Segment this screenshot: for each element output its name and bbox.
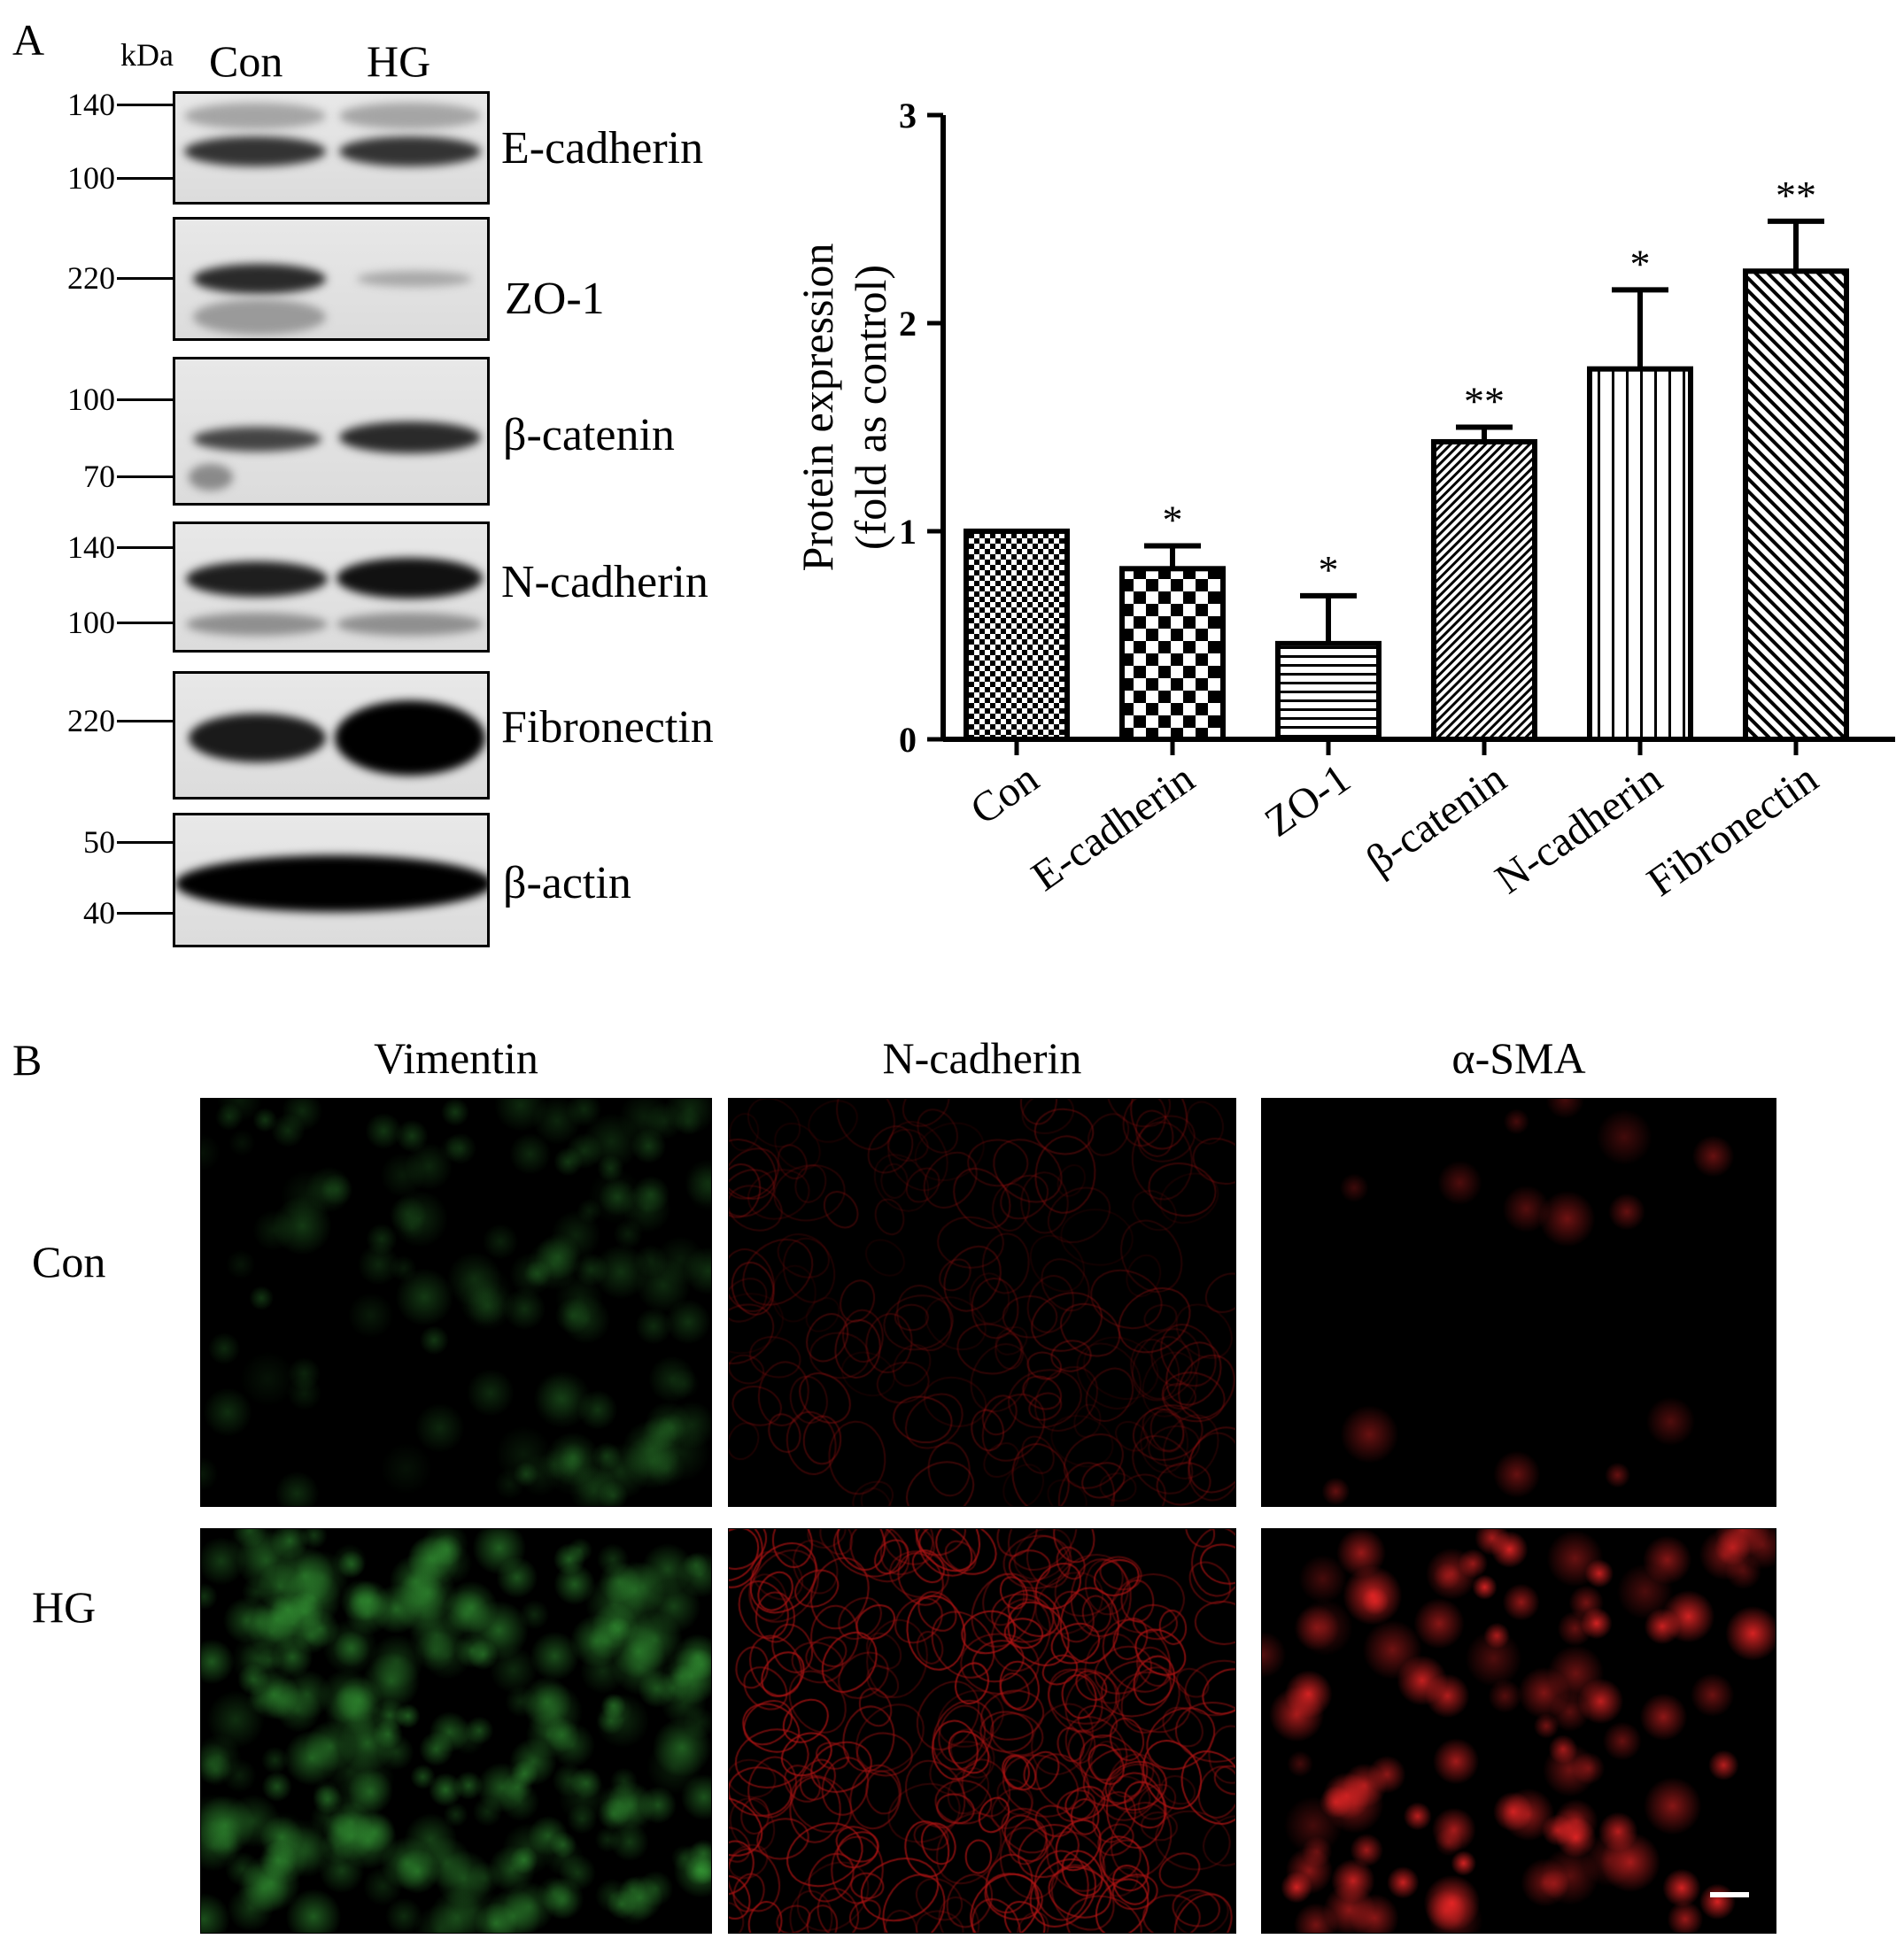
blot-zo-1 (173, 217, 490, 341)
blot-label-zo-1: ZO-1 (505, 274, 605, 324)
micrograph-image (201, 1529, 711, 1933)
blot-e-cadherin (173, 91, 490, 205)
marker-label: 140 (67, 529, 115, 565)
blot-label-n-cadherin: N-cadherin (501, 557, 708, 607)
y-tick-label: 1 (899, 512, 917, 552)
significance-marker: ** (1776, 173, 1816, 218)
bar (964, 529, 1070, 742)
micrograph-image (729, 1529, 1235, 1933)
marker-tick (117, 475, 177, 478)
column-label-alpha-sma: α-SMA (1451, 1033, 1586, 1083)
micrograph-con-vimentin (200, 1098, 712, 1507)
x-tick-label: N-cadherin (1487, 755, 1670, 903)
blot-beta-catenin (173, 357, 490, 506)
bar (1431, 438, 1537, 742)
y-tick-label: 3 (899, 96, 917, 135)
marker-label: 220 (67, 703, 115, 738)
marker-label: 220 (67, 260, 115, 296)
lane-label-con: Con (209, 36, 283, 86)
marker-label: 70 (83, 459, 115, 494)
marker-label: 50 (83, 824, 115, 860)
x-tick-label: E-cadherin (1023, 755, 1203, 900)
y-axis-label: (fold as control) (846, 265, 895, 550)
marker-tick (117, 622, 177, 624)
panel-b-letter: B (12, 1035, 43, 1085)
blot-beta-actin (173, 813, 490, 947)
marker-tick (117, 546, 177, 549)
column-label-n-cadherin: N-cadherin (882, 1033, 1082, 1083)
bar (1743, 268, 1849, 742)
marker-label: 100 (67, 382, 115, 417)
x-tick-label: Con (962, 755, 1047, 834)
significance-marker: * (1319, 547, 1339, 592)
protein-expression-chart: Protein expression (fold as control) 0 1 2… (793, 96, 1895, 906)
blot-fibronectin (173, 671, 490, 800)
bar (1119, 566, 1226, 742)
row-label-con: Con (32, 1237, 106, 1286)
blot-label-fibronectin: Fibronectin (501, 702, 714, 753)
blot-n-cadherin (173, 521, 490, 653)
marker-label: 40 (83, 895, 115, 931)
bar (1275, 640, 1382, 743)
marker-tick (117, 398, 177, 401)
marker-tick (117, 720, 177, 722)
marker-label: 100 (67, 605, 115, 640)
bar (1587, 366, 1693, 742)
micrograph-image (1262, 1099, 1776, 1506)
panel-a-letter: A (12, 15, 45, 65)
marker-label: 140 (67, 87, 115, 122)
micrograph-con-n-cadherin (728, 1098, 1236, 1507)
marker-tick (117, 277, 177, 280)
marker-tick (117, 841, 177, 844)
significance-marker: * (1630, 241, 1651, 286)
marker-tick (117, 104, 177, 106)
y-tick-label: 2 (899, 304, 917, 344)
micrograph-hg-n-cadherin (728, 1528, 1236, 1934)
scale-bar (1710, 1892, 1749, 1897)
y-tick-label: 0 (899, 720, 917, 760)
blot-label-e-cadherin: E-cadherin (501, 123, 704, 174)
significance-marker: ** (1464, 379, 1505, 424)
micrograph-image (1262, 1529, 1776, 1933)
kda-label: kDa (120, 37, 174, 73)
micrograph-hg-alpha-sma (1261, 1528, 1776, 1934)
micrograph-con-alpha-sma (1261, 1098, 1776, 1507)
marker-tick (117, 177, 177, 180)
row-label-hg: HG (32, 1582, 97, 1632)
blot-label-beta-catenin: β-catenin (503, 410, 675, 460)
micrograph-hg-vimentin (200, 1528, 712, 1934)
significance-marker: * (1163, 497, 1183, 542)
marker-tick (117, 912, 177, 915)
blot-label-beta-actin: β-actin (503, 858, 631, 908)
x-tick-label: ZO-1 (1257, 755, 1359, 846)
micrograph-image (729, 1099, 1235, 1506)
y-axis-label: Protein expression (793, 243, 842, 572)
marker-label: 100 (67, 160, 115, 196)
micrograph-image (201, 1099, 711, 1506)
lane-label-hg: HG (367, 36, 431, 86)
x-tick-label: Fibronectin (1639, 755, 1827, 906)
column-label-vimentin: Vimentin (374, 1033, 538, 1083)
